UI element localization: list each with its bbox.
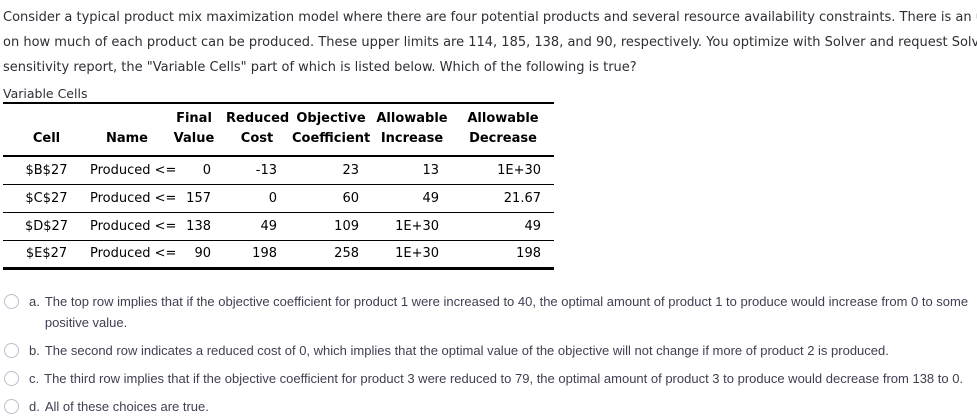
reduced-cost: 49 — [260, 218, 277, 234]
cell-ref: $E$27 — [25, 246, 68, 261]
allowable-increase: 49 — [422, 190, 439, 206]
option-a-label: The top row implies that if the objectiv… — [44, 294, 969, 330]
column-header-reduced-cost: Reduced Cost — [226, 111, 290, 146]
table-row: $B$27 Produced <= 0 -13 23 13 1E+30 — [3, 156, 554, 184]
final-value: 90 — [194, 246, 211, 261]
table-header-row: Cell Name Final Value Reduced Cost Objec… — [3, 103, 554, 156]
column-header-allowable-increase: Allowable Increase — [376, 111, 448, 146]
cell-name: Produced <= — [90, 162, 177, 178]
cell-ref: $D$27 — [24, 218, 69, 234]
option-b[interactable]: b. The second row indicates a reduced co… — [3, 340, 975, 361]
option-d-label: All of these choices are true. — [44, 399, 209, 414]
reduced-cost: -13 — [255, 162, 277, 178]
option-a-letter: a. — [29, 294, 40, 309]
option-c-label: The third row implies that if the object… — [44, 371, 964, 386]
question-text: Consider a typical product mix maximizat… — [3, 5, 977, 80]
table-row: $C$27 Produced <= 157 0 60 49 21.67 — [3, 184, 554, 212]
final-value: 138 — [186, 218, 211, 234]
option-c-radio-icon[interactable] — [4, 371, 19, 386]
variable-cells-table: Cell Name Final Value Reduced Cost Objec… — [3, 102, 554, 270]
allowable-decrease: 198 — [516, 246, 541, 261]
cell-name: Produced <= — [90, 218, 177, 234]
column-header-name: Name — [105, 131, 148, 146]
column-header-allowable-decrease: Allowable Decrease — [467, 111, 539, 146]
allowable-decrease: 49 — [524, 218, 541, 234]
final-value: 0 — [202, 162, 211, 178]
allowable-increase: 1E+30 — [395, 246, 439, 261]
option-b-label: The second row indicates a reduced cost … — [44, 343, 889, 358]
table-row: $D$27 Produced <= 138 49 109 1E+30 49 — [3, 212, 554, 240]
option-d[interactable]: d. All of these choices are true. — [3, 396, 975, 417]
option-d-letter: d. — [29, 399, 40, 414]
objective-coefficient: 109 — [334, 218, 359, 234]
table-row: $E$27 Produced <= 90 198 258 1E+30 198 — [3, 240, 554, 268]
option-b-radio-icon[interactable] — [4, 343, 19, 358]
allowable-decrease: 21.67 — [503, 190, 541, 206]
objective-coefficient: 23 — [342, 162, 359, 178]
question-line: Consider a typical product mix maximizat… — [3, 10, 977, 25]
table-title: Variable Cells — [3, 86, 88, 101]
column-header-cell: Cell — [32, 131, 61, 146]
question-line: sensitivity report, the "Variable Cells"… — [3, 60, 637, 75]
cell-ref: $C$27 — [25, 190, 68, 206]
cell-name: Produced <= — [90, 246, 177, 261]
option-c[interactable]: c. The third row implies that if the obj… — [3, 368, 975, 389]
cell-name: Produced <= — [90, 190, 177, 206]
column-header-objective-coefficient: Objective Coefficient — [292, 111, 371, 146]
final-value: 157 — [186, 190, 211, 206]
answer-options: a. The top row implies that if the objec… — [3, 291, 975, 418]
option-b-letter: b. — [29, 343, 40, 358]
option-a[interactable]: a. The top row implies that if the objec… — [3, 291, 975, 333]
reduced-cost: 198 — [252, 246, 277, 261]
cell-ref: $B$27 — [25, 162, 68, 178]
option-d-radio-icon[interactable] — [4, 399, 19, 414]
objective-coefficient: 60 — [342, 190, 359, 206]
option-a-radio-icon[interactable] — [4, 294, 19, 309]
allowable-decrease: 1E+30 — [497, 162, 541, 178]
option-c-letter: c. — [29, 371, 40, 386]
objective-coefficient: 258 — [334, 246, 359, 261]
question-line: on how much of each product can be produ… — [3, 35, 977, 50]
column-header-final-value: Final Value — [173, 111, 215, 146]
allowable-increase: 13 — [422, 162, 439, 178]
reduced-cost: 0 — [268, 190, 277, 206]
allowable-increase: 1E+30 — [395, 218, 439, 234]
